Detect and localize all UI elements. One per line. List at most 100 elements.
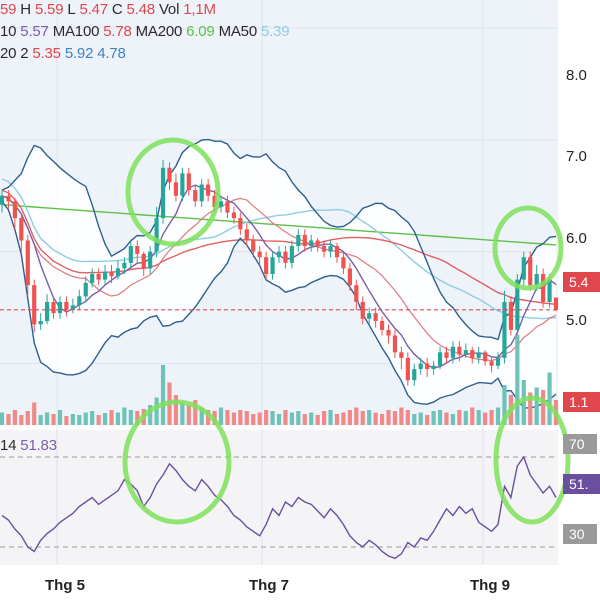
candle-body	[463, 350, 468, 355]
x-tick-label: Thg 5	[45, 577, 85, 594]
volume-bar	[77, 415, 82, 425]
volume-bar	[264, 410, 269, 425]
candle-body	[212, 195, 217, 207]
volume-bar	[283, 410, 288, 425]
ma50-line	[1, 178, 557, 320]
candle-body	[470, 350, 475, 358]
bb-lower-value: 4.78	[97, 45, 126, 62]
ma200-value: 6.09	[186, 23, 215, 40]
candle-body	[218, 201, 224, 207]
volume-bar	[148, 405, 153, 425]
volume-bars	[0, 335, 559, 425]
bb-lower-line	[1, 200, 557, 409]
candle-body	[128, 246, 133, 263]
candle-body	[444, 352, 449, 358]
rsi-path	[1, 455, 557, 560]
candle-body	[180, 173, 185, 196]
rsi-value: 51.83	[20, 437, 57, 454]
volume-bar	[180, 402, 185, 425]
ma200-label: MA200	[135, 23, 183, 40]
volume-bar	[115, 412, 121, 425]
candle-body	[515, 279, 520, 330]
candle-body	[309, 240, 314, 247]
y-tick-label: 5.0	[566, 312, 587, 329]
volume-bar	[83, 412, 88, 425]
low-label: L	[67, 1, 76, 18]
volume-bar	[309, 412, 314, 425]
candle-body	[25, 240, 30, 286]
candle-body	[141, 253, 146, 269]
ma-a-value: 5.57	[20, 23, 49, 40]
candle-body	[12, 201, 17, 219]
candle-body	[173, 182, 179, 196]
volume-bar	[57, 410, 63, 425]
y-tick-label: 6.0	[566, 230, 587, 247]
volume-bar	[64, 416, 69, 425]
rsi-pane-background	[0, 430, 558, 565]
candle-body	[289, 246, 294, 263]
rsi-upper-tag: 70	[563, 434, 597, 454]
volume-bar	[19, 415, 24, 425]
bollinger-band-area	[2, 139, 556, 408]
volume-bar	[51, 414, 56, 425]
volume-bar	[186, 405, 191, 425]
ma-prefix: 10	[0, 23, 17, 40]
candle-body	[379, 320, 385, 330]
volume-bar	[173, 395, 179, 425]
volume-bar	[470, 407, 475, 425]
candle-body	[6, 195, 11, 202]
candle-body	[44, 301, 50, 321]
highlight-circle	[492, 205, 564, 291]
volume-bar	[238, 410, 243, 425]
candle-body	[412, 369, 417, 381]
candle-body	[495, 357, 501, 366]
candle-body	[264, 257, 269, 275]
volume-bar	[109, 410, 114, 425]
volume-bar	[476, 410, 481, 425]
volume-bar	[444, 412, 449, 425]
ma50-label: MA50	[218, 23, 258, 40]
candle-body	[392, 335, 398, 353]
candle-body	[160, 167, 166, 219]
highlight-circle	[125, 137, 221, 247]
candle-body	[405, 357, 410, 381]
candles	[0, 159, 559, 386]
volume-bar	[199, 407, 204, 425]
candle-body	[83, 282, 88, 297]
candle-body	[553, 297, 559, 310]
volume-bar	[328, 410, 333, 425]
volume-bar	[502, 385, 507, 425]
candle-body	[257, 251, 262, 258]
volume-bar	[154, 397, 159, 425]
volume-bar	[289, 412, 294, 425]
ma100-line	[1, 189, 557, 306]
volume-bar	[379, 414, 385, 425]
volume-bar	[450, 414, 456, 425]
x-tick-label: Thg 7	[249, 577, 289, 594]
candle-body	[64, 301, 69, 310]
close-value: 5.48	[126, 1, 156, 18]
volume-bar	[360, 411, 365, 425]
candle-body	[296, 234, 301, 247]
volume-bar	[102, 413, 108, 425]
volume-bar	[354, 407, 359, 425]
volume-bar	[257, 412, 262, 425]
last-price-tag: 5.4	[563, 272, 600, 292]
highlight-circle	[122, 399, 232, 525]
candle-body	[109, 271, 114, 277]
legend-rsi: 14 51.83	[0, 436, 61, 456]
volume-bar	[128, 410, 133, 425]
volume-bar	[541, 390, 546, 425]
volume-bar	[302, 414, 307, 425]
candle-body	[38, 320, 43, 325]
candle-body	[437, 352, 443, 366]
candle-body	[528, 257, 533, 286]
candle-body	[115, 268, 121, 277]
candle-body	[418, 363, 423, 370]
volume-bar	[12, 410, 17, 425]
candle-body	[450, 346, 456, 358]
volume-bar	[122, 407, 127, 425]
candle-body	[32, 285, 37, 325]
candle-body	[19, 218, 24, 241]
